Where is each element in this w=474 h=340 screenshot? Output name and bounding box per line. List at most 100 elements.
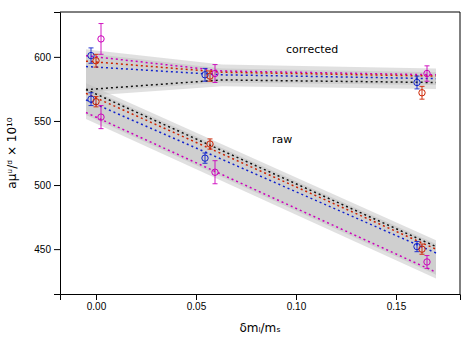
error-cap — [99, 23, 104, 24]
error-cap — [208, 138, 213, 139]
tick: 0.05 — [187, 294, 207, 312]
error-cap — [415, 76, 420, 77]
tick-mark — [296, 294, 297, 300]
tick: 450 — [34, 244, 60, 255]
tick-mark — [396, 294, 397, 300]
error-cap — [203, 68, 208, 69]
tick: 600 — [34, 52, 60, 63]
band — [86, 87, 436, 275]
error-cap — [213, 64, 218, 65]
x-axis-line — [61, 295, 461, 301]
error-cap — [94, 106, 99, 107]
error-cap — [208, 149, 213, 150]
annotation: raw — [272, 133, 292, 146]
tick-mark — [54, 57, 60, 58]
plot: 0.00 0.05 0.10 0.15 450 500 550 600 corrected raw — [34, 12, 460, 312]
y-axis-line — [54, 13, 61, 295]
tick-mark — [54, 121, 60, 122]
point-series — [88, 48, 420, 89]
tick-mark — [196, 294, 197, 300]
tick: 0.00 — [87, 294, 107, 312]
tick: 0.10 — [287, 294, 307, 312]
tick-label: 600 — [34, 52, 51, 63]
error-cap — [203, 163, 208, 164]
point — [88, 52, 94, 58]
error-cap — [89, 105, 94, 106]
fit-line — [86, 67, 436, 79]
marks — [86, 24, 436, 279]
fit-line — [86, 100, 436, 253]
band — [86, 49, 436, 96]
point — [98, 114, 104, 120]
tick-label: 0.05 — [187, 301, 207, 312]
point — [212, 70, 218, 76]
error-cap — [89, 92, 94, 93]
point-series — [98, 106, 430, 269]
tick-mark — [54, 249, 60, 250]
fit-line — [86, 93, 436, 249]
chart: 0.00 0.05 0.10 0.15 450 500 550 600 corrected raw… — [0, 0, 474, 340]
point — [207, 141, 213, 147]
error-cap — [99, 105, 104, 106]
error-cap — [94, 96, 99, 97]
frame-top — [60, 12, 460, 13]
error-cap — [425, 65, 430, 66]
point — [424, 259, 430, 265]
error-cap — [420, 244, 425, 245]
tick-mark — [54, 185, 60, 186]
error-cap — [99, 54, 104, 55]
tick-label: 550 — [34, 116, 51, 127]
error-cap — [420, 254, 425, 255]
error-cap — [89, 47, 94, 48]
annotation: corrected — [286, 43, 338, 56]
error-cap — [415, 88, 420, 89]
fit-line — [86, 61, 436, 76]
point — [212, 169, 218, 175]
frame-right — [460, 12, 461, 294]
error-cap — [420, 86, 425, 87]
tick-label: 450 — [34, 244, 51, 255]
error-cap — [420, 99, 425, 100]
point — [419, 90, 425, 96]
error-cap — [203, 153, 208, 154]
point-series — [93, 54, 425, 99]
error-cap — [94, 54, 99, 55]
error-cap — [425, 268, 430, 269]
error-cap — [99, 128, 104, 129]
x-axis-title: δmₗ/mₛ — [239, 321, 280, 335]
error-cap — [203, 81, 208, 82]
error-cap — [94, 67, 99, 68]
error-cap — [208, 70, 213, 71]
tick: 550 — [34, 116, 60, 127]
point — [98, 36, 104, 42]
tick: 0.15 — [387, 294, 407, 312]
band — [86, 53, 436, 92]
x-axis: 0.00 0.05 0.10 0.15 — [61, 294, 461, 312]
error-cap — [415, 251, 420, 252]
error-cap — [425, 255, 430, 256]
point — [93, 99, 99, 105]
point — [424, 70, 430, 76]
point — [414, 79, 420, 85]
fit-line — [86, 113, 436, 273]
point-series — [98, 24, 430, 83]
fit-line — [86, 80, 436, 90]
band — [86, 83, 436, 278]
tick-label: 0.10 — [287, 301, 307, 312]
tick-label: 0.15 — [387, 301, 407, 312]
point — [419, 246, 425, 252]
fit-line — [86, 56, 436, 75]
error-cap — [425, 81, 430, 82]
error-cap — [213, 183, 218, 184]
error-cap — [208, 81, 213, 82]
tick-mark — [96, 294, 97, 300]
y-axis-title: aμᵘ/ᵈ × 10¹⁰ — [5, 117, 19, 189]
point — [93, 58, 99, 64]
tick: 500 — [34, 180, 60, 191]
point — [202, 155, 208, 161]
y-axis: 450 500 550 600 — [34, 13, 60, 295]
tick-label: 500 — [34, 180, 51, 191]
error-cap — [213, 82, 218, 83]
tick-label: 0.00 — [87, 301, 107, 312]
point-series — [88, 93, 420, 252]
